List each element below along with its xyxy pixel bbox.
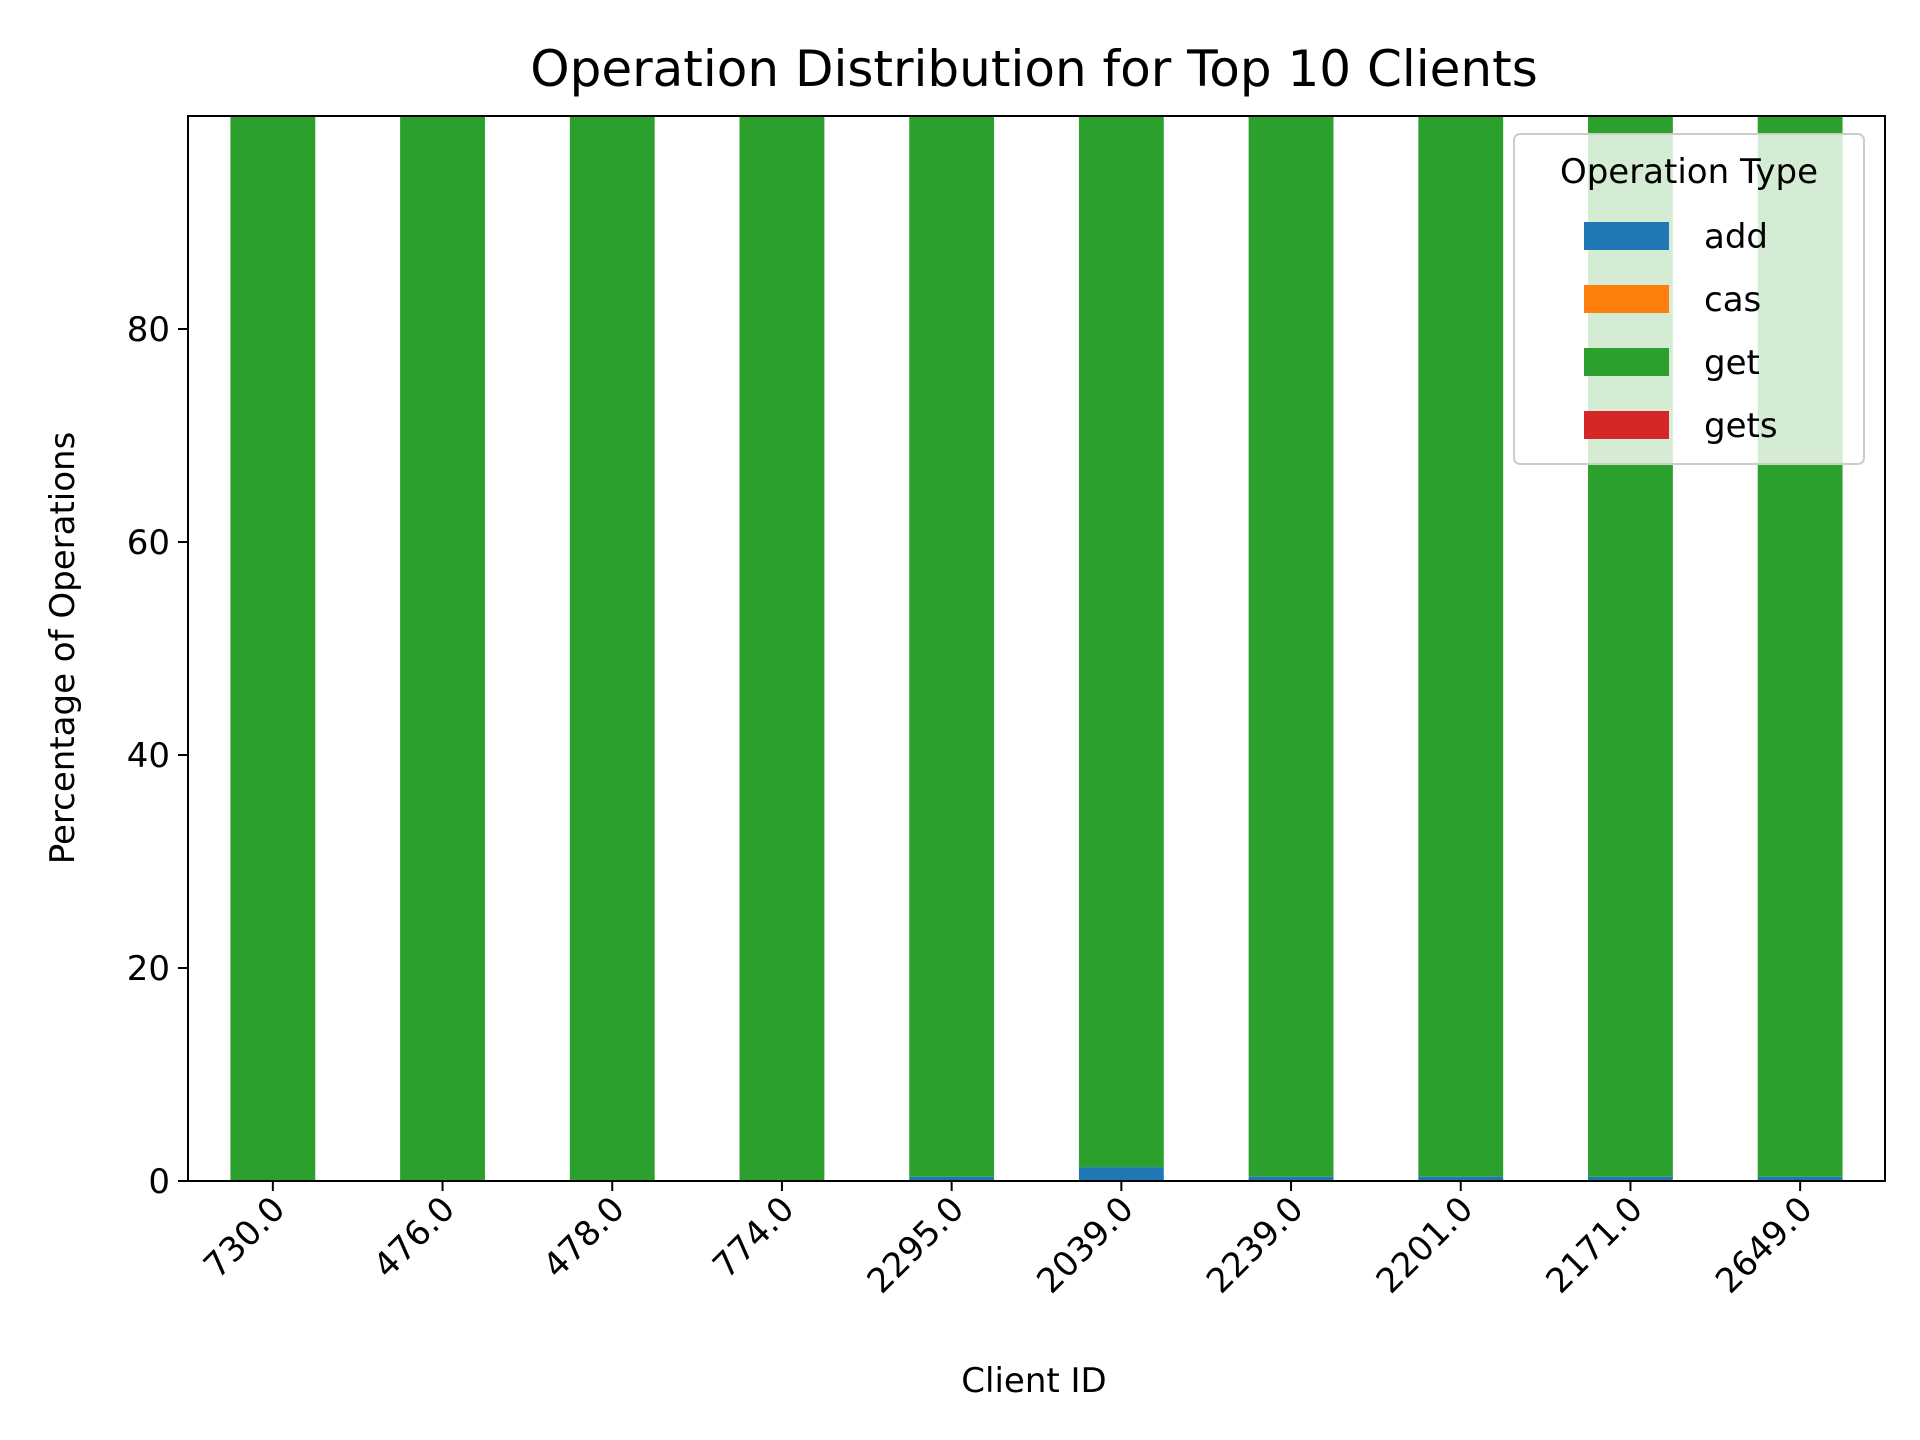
bar-get-2039.0 [1078,116,1164,1168]
legend-label-add: add [1704,217,1768,257]
legend-label-get: get [1704,343,1760,383]
bar-get-730.0 [230,116,316,1181]
chart-title: Operation Distribution for Top 10 Client… [530,40,1538,98]
y-axis-label: Percentage of Operations [43,432,83,865]
legend-swatch-get [1584,348,1669,376]
legend-label-cas: cas [1704,280,1761,320]
bar-get-476.0 [400,116,485,1181]
y-tick-label: 60 [127,523,170,563]
legend-label-gets: gets [1704,406,1778,446]
legend-swatch-gets [1584,411,1669,439]
bar-get-2201.0 [1418,116,1504,1177]
legend-swatch-add [1584,222,1669,250]
bars-layer [230,116,1843,1181]
bar-add-2295.0 [909,1176,995,1181]
legend-swatch-cas [1584,285,1669,313]
bar-get-774.0 [739,116,825,1181]
bar-add-2649.0 [1757,1176,1843,1181]
bar-get-2239.0 [1248,116,1334,1177]
legend-box [1513,133,1865,465]
y-tick-label: 20 [127,949,170,989]
legend: Operation Type add cas get gets [1513,133,1865,465]
bar-add-2039.0 [1078,1167,1164,1181]
bar-get-478.0 [569,116,655,1181]
legend-title: Operation Type [1560,152,1818,192]
y-tick-label: 80 [127,310,170,350]
x-axis-label: Client ID [961,1361,1106,1401]
bar-add-2239.0 [1248,1176,1334,1181]
bar-add-2201.0 [1418,1176,1504,1181]
bar-get-2295.0 [909,116,995,1177]
plot-frame [187,115,1886,1182]
y-tick-label: 40 [127,736,170,776]
bar-add-2171.0 [1588,1176,1673,1181]
y-tick-label: 0 [148,1162,170,1202]
